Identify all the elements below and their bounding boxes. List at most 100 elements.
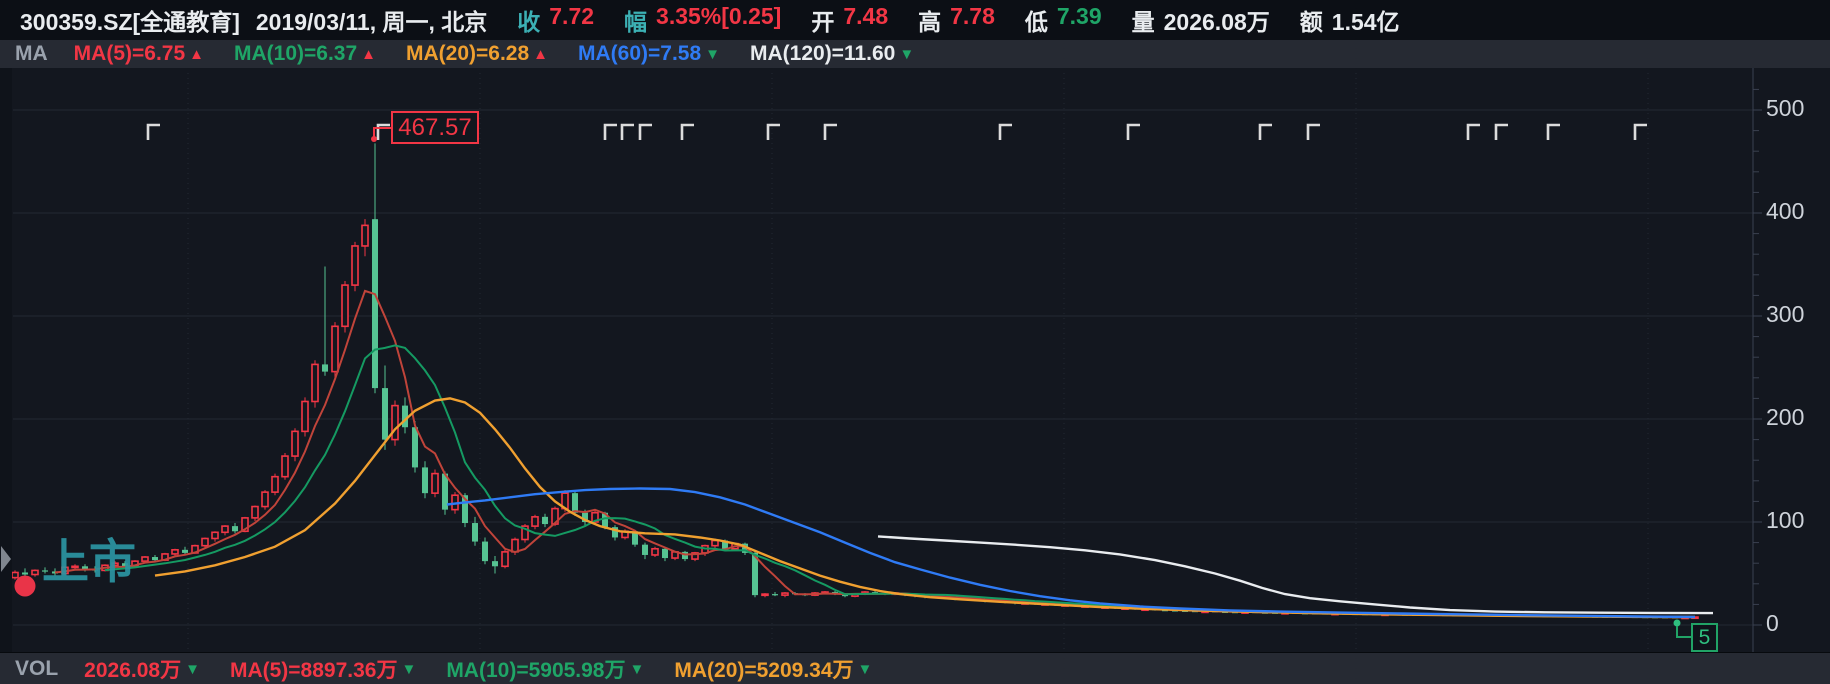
candle-down (482, 541, 488, 562)
candle-up (241, 517, 249, 533)
ma-legend-items: MA(5)=6.75 ▲ MA(10)=6.37 ▲ MA(20)=6.28 ▲ MA(60… (74, 42, 945, 66)
candle-up (291, 430, 299, 457)
quote-field-label: 开 (811, 9, 835, 35)
dividend-marker-icon (1546, 123, 1560, 140)
y-axis-label: 0 (1766, 610, 1779, 636)
candle-down (542, 516, 548, 525)
stock-symbol: 300359.SZ[全通教育] (20, 9, 240, 35)
legend-text: MA(5)=6.75 (73, 42, 186, 65)
legend-text: MA(20)=6.28 (406, 42, 530, 65)
legend-text: MA(10)=5905.98万 (446, 659, 626, 682)
candle-down (442, 473, 448, 510)
candle-down (872, 592, 878, 594)
quote-field-value: 7.39 (1056, 3, 1102, 29)
quote-field: 高 7.78 (918, 3, 995, 37)
grid-layer (13, 73, 1753, 652)
y-axis-label: 200 (1766, 404, 1804, 430)
quote-field-label: 收 (517, 9, 541, 35)
candle-down (22, 572, 28, 575)
quote-field-label: 低 (1024, 9, 1048, 35)
ma-legend-bar: MA MA(5)=6.75 ▲ MA(10)=6.37 ▲ MA(20)=6.28 ▲ MA… (0, 40, 1830, 69)
ma-lines-layer (54, 289, 1714, 619)
quote-field-value: 2026.08万 (1163, 9, 1270, 35)
up-arrow-icon: ▲ (361, 45, 376, 63)
candle-up (761, 593, 769, 597)
legend-item: 2026.08万 ▼ (84, 654, 200, 684)
candle-up (251, 505, 259, 519)
quote-date: 2019/03/11, 周一, 北京 (255, 9, 488, 35)
dividend-marker-icon (603, 123, 617, 140)
ma-line-ma20 (154, 397, 1696, 619)
dividend-marker-icon (1258, 123, 1272, 140)
legend-item: MA(5)=6.75 ▲ (74, 42, 204, 66)
ipo-start-dot (14, 575, 36, 597)
dividend-marker-icon (1126, 123, 1140, 140)
ma-legend-prefix: MA (15, 42, 48, 65)
legend-text: MA(5)=8897.36万 (229, 659, 398, 682)
y-axis-label: 400 (1766, 198, 1804, 224)
candle-down (402, 405, 408, 428)
y-axis-label: 100 (1766, 507, 1804, 533)
candle-up (691, 552, 699, 560)
candle-down (152, 557, 158, 561)
candlestick-chart-area[interactable]: 0 100 200 300 400 500 上市 467.57 5 (0, 68, 1830, 652)
candle-down (122, 563, 128, 567)
candle-up (781, 592, 789, 596)
dividend-marker-icon (1466, 123, 1480, 140)
candle-up (301, 400, 309, 433)
quote-field-value: 3.35%[0.25] (656, 3, 782, 29)
event-markers-layer (146, 123, 1647, 140)
down-arrow-icon: ▼ (899, 45, 915, 63)
quote-field-label: 高 (918, 9, 942, 35)
quote-field: 幅 3.35%[0.25] (624, 3, 781, 37)
candle-up (11, 571, 19, 579)
down-arrow-icon: ▼ (401, 660, 417, 678)
legend-item: MA(5)=8897.36万 ▼ (230, 654, 416, 684)
candle-up (331, 325, 339, 373)
end-badge-label: 5 (1699, 626, 1711, 649)
y-axis-label: 500 (1766, 95, 1804, 121)
candle-up (311, 363, 319, 403)
candle-down (752, 552, 758, 596)
candle-up (711, 539, 719, 547)
candle-down (612, 527, 618, 538)
price-axis[interactable]: 0 100 200 300 400 500 (1752, 68, 1804, 652)
candle-up (31, 569, 39, 576)
quote-header-bar: 300359.SZ[全通教育] 2019/03/11, 周一, 北京 收 7.72… (0, 0, 1830, 40)
candle-up (521, 525, 529, 541)
dividend-marker-icon (766, 123, 780, 140)
left-panel-edge (0, 68, 12, 652)
candle-up (211, 531, 219, 540)
down-arrow-icon: ▼ (185, 660, 200, 678)
candle-up (651, 547, 659, 556)
dividend-marker-icon (998, 123, 1012, 140)
candle-down (602, 512, 608, 528)
candle-down (582, 512, 588, 522)
legend-item: MA(20)=6.28 ▲ (406, 42, 548, 66)
candle-up (531, 516, 539, 527)
vol-legend-items: 2026.08万 ▼ MA(5)=8897.36万 ▼ MA(10)=5905.98万 ▼… (84, 654, 902, 684)
candle-down (372, 219, 378, 389)
legend-item: MA(10)=5905.98万 ▼ (446, 654, 644, 684)
legend-text: MA(60)=7.58 (578, 42, 702, 65)
candle-up (271, 475, 279, 493)
quote-field-value: 7.72 (549, 3, 595, 29)
quote-field-value: 1.54亿 (1331, 9, 1400, 35)
candle-down (182, 549, 188, 553)
vol-legend-prefix: VOL (15, 657, 59, 680)
candle-up (111, 562, 119, 567)
candle-down (412, 427, 418, 468)
ma-line-ma10 (104, 344, 1695, 618)
candle-up (261, 491, 269, 508)
quote-field: 低 7.39 (1025, 3, 1102, 37)
ma-line-ma60 (446, 487, 1696, 619)
legend-item: MA(120)=11.60 ▼ (750, 42, 914, 66)
legend-item: MA(20)=5209.34万 ▼ (674, 654, 872, 684)
sidebar-toggle-icon[interactable] (1, 546, 11, 572)
quote-field: 收 7.72 (517, 3, 594, 37)
chart-canvas[interactable]: 0 100 200 300 400 500 上市 467.57 5 (0, 68, 1830, 652)
candle-up (361, 224, 369, 247)
quote-field-label: 幅 (624, 9, 648, 35)
candle-up (391, 404, 399, 441)
